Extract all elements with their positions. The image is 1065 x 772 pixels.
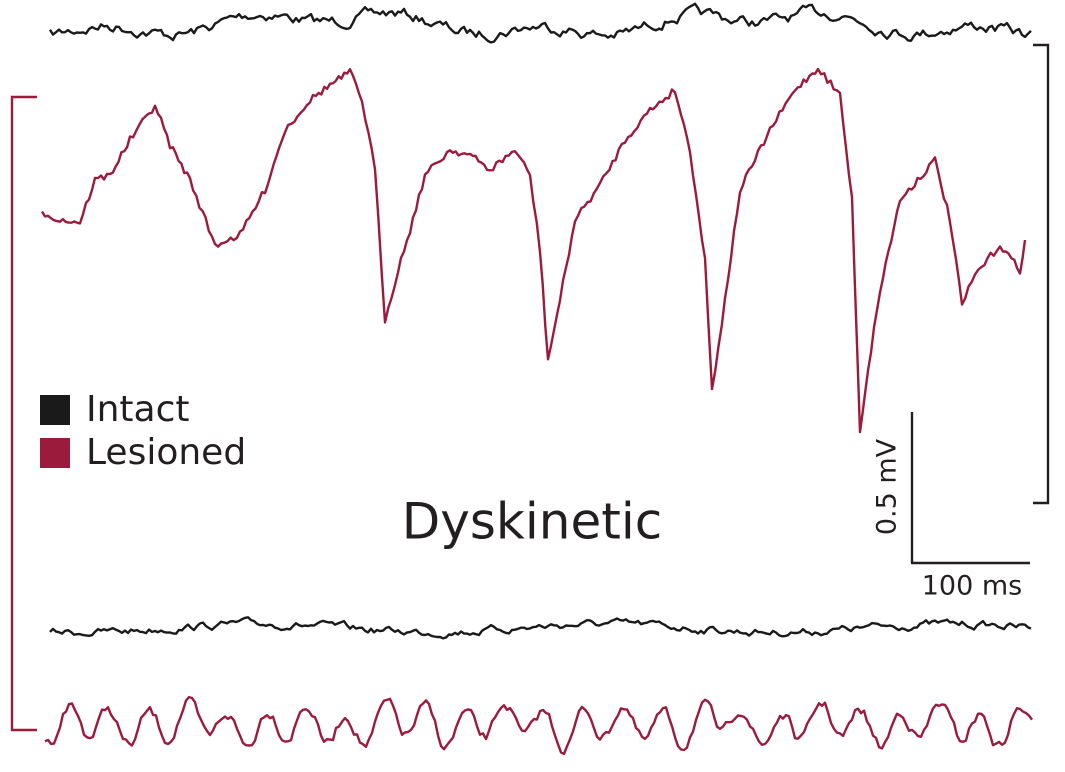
- legend-label: Intact: [86, 389, 190, 430]
- trace-lesioned-bottom: [44, 695, 1033, 756]
- legend-swatch: [40, 395, 70, 425]
- legend-swatch: [40, 438, 70, 468]
- bracket-lesioned: [10, 95, 37, 732]
- trace-intact-bottom: [49, 616, 1032, 640]
- scale-bar-vertical-label: 0.5 mV: [872, 438, 903, 535]
- trace-lesioned-top: [40, 67, 1027, 434]
- figure-title: Dyskinetic: [402, 493, 662, 551]
- traces: [40, 2, 1033, 756]
- scale-bar-horizontal-label: 100 ms: [922, 571, 1023, 602]
- legend-label: Lesioned: [86, 432, 246, 473]
- bracket-intact: [1033, 43, 1050, 505]
- trace-intact-top: [48, 2, 1032, 44]
